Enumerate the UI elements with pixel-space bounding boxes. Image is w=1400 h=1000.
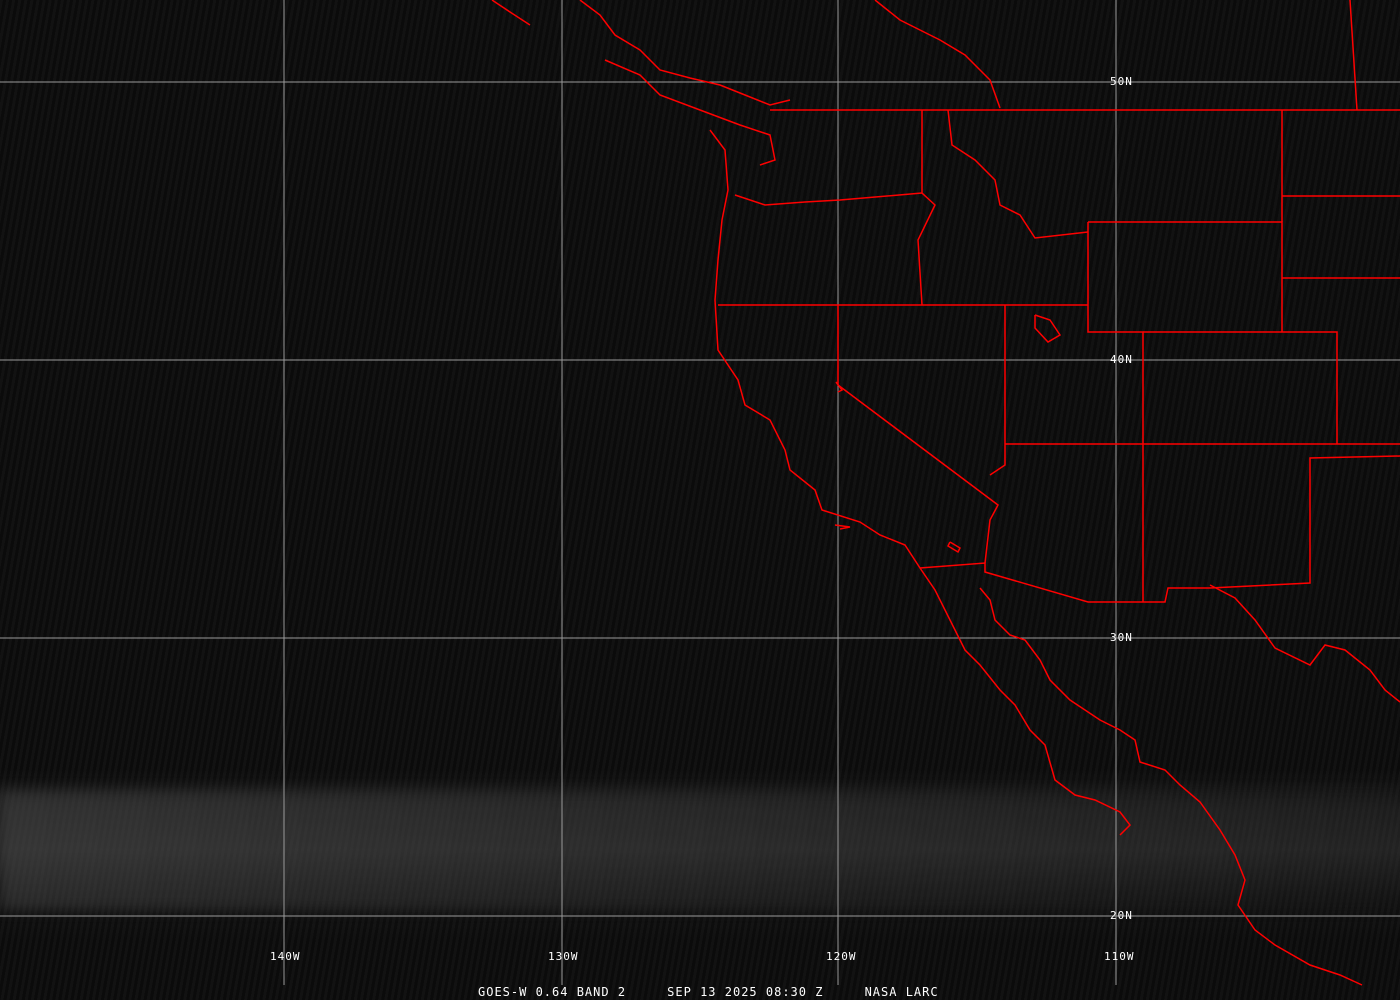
- lat-label-20n: 20N: [1110, 909, 1133, 922]
- border-montana-idaho: [947, 109, 1089, 239]
- coastline-us-west: [709, 129, 1131, 836]
- image-caption: GOES-W 0.64 BAND 2 SEP 13 2025 08:30 Z N…: [478, 985, 939, 999]
- cloud-band: [0, 790, 1400, 910]
- coastline-mexico-mainland: [1209, 584, 1400, 703]
- lon-label-140w: 140W: [270, 950, 301, 963]
- lake-tahoe: [835, 381, 844, 393]
- great-salt-lake: [1034, 314, 1062, 343]
- border-ca-nv: [837, 305, 999, 564]
- border-utah-wyoming: [1087, 222, 1144, 602]
- coastline-montana-canada: [874, 0, 1001, 109]
- border-us-mexico: [919, 455, 1400, 603]
- border-colorado: [1143, 331, 1338, 444]
- salton-sea: [947, 541, 961, 554]
- lat-label-50n: 50N: [1110, 75, 1133, 88]
- caption-satellite: GOES-W 0.64 BAND 2: [478, 985, 627, 999]
- lat-label-30n: 30N: [1110, 631, 1133, 644]
- border-wyoming: [1088, 221, 1283, 332]
- border-wa-or: [734, 192, 923, 206]
- caption-datetime: SEP 13 2025 08:30 Z: [667, 985, 824, 999]
- coastline-gulf-of-california-west: [979, 587, 1363, 986]
- border-idaho-west: [917, 110, 936, 306]
- coastline-vancouver-island: [579, 0, 791, 106]
- lat-label-40n: 40N: [1110, 353, 1133, 366]
- channel-islands: [834, 524, 851, 530]
- coastline-vancouver-island-south: [604, 59, 776, 166]
- coastline-bc: [491, 0, 531, 26]
- border-nevada-east: [989, 305, 1006, 476]
- political-boundaries: [491, 0, 1400, 986]
- caption-source: NASA LARC: [864, 985, 939, 999]
- lon-label-110w: 110W: [1104, 950, 1135, 963]
- lon-label-130w: 130W: [548, 950, 579, 963]
- lon-label-120w: 120W: [826, 950, 857, 963]
- border-canada-east: [1349, 0, 1358, 111]
